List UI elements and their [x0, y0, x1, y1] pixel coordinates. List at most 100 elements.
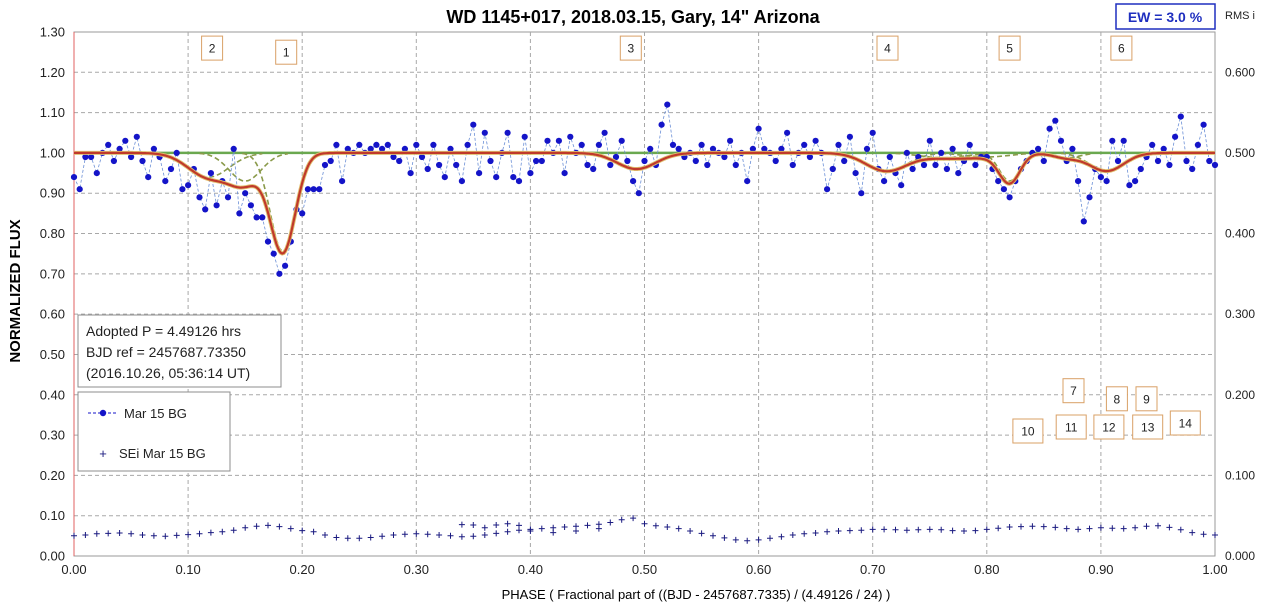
flux-point: [1154, 157, 1162, 165]
sei-point: [424, 531, 431, 538]
dip-marker-label: 14: [1179, 417, 1193, 431]
y-tick-label: 0.90: [40, 186, 65, 201]
flux-point: [1120, 137, 1127, 144]
sei-point: [995, 525, 1002, 532]
sei-point: [710, 532, 716, 539]
y2-tick-label: 0.500: [1225, 146, 1255, 160]
sei-point: [1075, 526, 1082, 533]
flux-point: [453, 161, 460, 169]
flux-point: [1200, 121, 1207, 128]
sei-point: [447, 532, 454, 539]
info-date: (2016.10.26, 05:36:14 UT): [86, 365, 250, 381]
flux-point: [1109, 137, 1116, 144]
sei-point: [105, 530, 112, 537]
flux-point: [1075, 178, 1082, 185]
flux-point: [304, 186, 311, 193]
flux-point: [1052, 117, 1059, 124]
sei-point: [1120, 525, 1127, 532]
dip-marker-label: 12: [1102, 421, 1116, 435]
sei-point: [972, 527, 979, 534]
sei-point: [641, 520, 648, 527]
flux-point: [966, 141, 973, 148]
flux-point: [339, 178, 346, 185]
sei-point: [938, 526, 945, 533]
dip-marker-label: 10: [1021, 425, 1035, 439]
flux-point: [938, 149, 945, 156]
sei-point: [287, 525, 294, 532]
x-tick-label: 0.00: [61, 562, 86, 577]
flux-point: [521, 133, 528, 140]
sei-point: [1155, 522, 1161, 529]
flux-point: [1211, 161, 1219, 169]
flux-point: [1046, 125, 1053, 132]
sei-point: [230, 527, 237, 534]
sei-point: [607, 519, 614, 526]
sei-point: [1132, 524, 1139, 531]
flux-point: [835, 141, 842, 148]
sei-point: [949, 527, 956, 534]
x-tick-label: 0.70: [860, 562, 885, 577]
info-bjd-ref: BJD ref = 2457687.73350: [86, 344, 246, 360]
sei-point: [1212, 532, 1218, 538]
sei-point: [926, 526, 933, 533]
flux-point: [224, 194, 232, 201]
flux-point: [812, 137, 819, 144]
sei-point: [732, 536, 739, 543]
legend-sei-marker: +: [99, 446, 107, 461]
sei-point: [584, 522, 591, 529]
dip-marker-4: 4: [876, 35, 899, 61]
flux-point: [407, 170, 414, 177]
model-component-curves: [150, 152, 1215, 253]
flux-point: [1177, 113, 1184, 120]
flux-point: [863, 145, 871, 152]
y2-tick-label: 0.300: [1225, 307, 1255, 321]
y-tick-label: 0.20: [40, 468, 65, 483]
y2-tick-label: 0.400: [1225, 227, 1255, 241]
sei-point: [162, 533, 169, 540]
flux-point: [544, 137, 551, 144]
sei-point: [207, 529, 214, 536]
flux-point: [128, 153, 135, 161]
flux-point: [413, 141, 420, 148]
flux-point: [356, 141, 363, 148]
y-tick-label: 1.20: [40, 65, 65, 80]
flux-point: [607, 161, 614, 169]
flux-point: [1057, 137, 1065, 144]
flux-point: [310, 186, 317, 193]
dip-marker-box: [619, 35, 642, 61]
y-tick-label: 0.30: [40, 428, 65, 443]
component-curve: [242, 152, 1215, 253]
sei-point: [150, 532, 157, 539]
flux-point: [344, 145, 351, 152]
dip-marker-10: 10: [1012, 418, 1044, 444]
flux-point: [698, 141, 705, 148]
sei-point: [824, 528, 831, 535]
flux-point: [333, 141, 340, 148]
flux-point: [207, 170, 214, 177]
flux-point: [1103, 178, 1110, 185]
x-axis-label: PHASE ( Fractional part of ((BJD - 24576…: [502, 587, 891, 602]
sei-point: [367, 534, 374, 541]
sei-point: [310, 528, 317, 535]
model-curve-line: [74, 151, 1215, 255]
dip-marker-box: [201, 35, 224, 61]
flux-point: [1035, 145, 1042, 152]
flux-point: [858, 190, 865, 197]
flux-point: [1206, 157, 1213, 165]
flux-point: [829, 165, 836, 173]
flux-point: [139, 157, 146, 165]
sei-point: [915, 526, 922, 533]
dip-marker-7: 7: [1062, 378, 1085, 404]
sei-series: [71, 515, 1218, 544]
flux-point: [213, 202, 220, 209]
sei-point: [961, 528, 967, 534]
legend-flux-label: Mar 15 BG: [124, 406, 187, 421]
model-curve: [74, 150, 1215, 256]
sei-point: [892, 526, 899, 533]
y-tick-label: 0.00: [40, 549, 65, 564]
flux-point: [1006, 194, 1013, 201]
flux-point: [630, 178, 637, 185]
dip-marker-box: [1132, 414, 1164, 440]
sei-point: [504, 528, 511, 535]
